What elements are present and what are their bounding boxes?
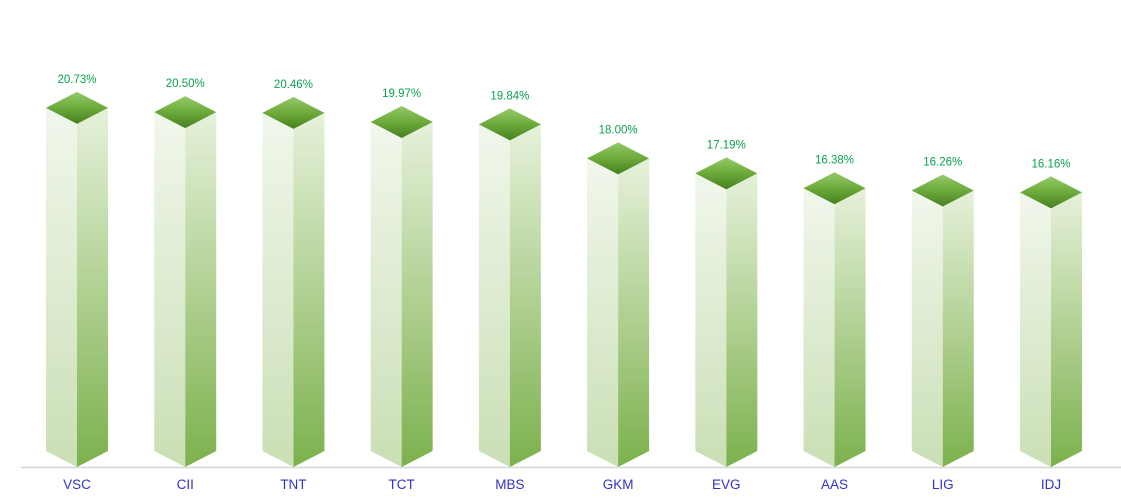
value-label: 16.26% [923,157,962,169]
bar-top-face [262,96,325,129]
bar-right-face [618,158,650,468]
bar-top-face [587,142,650,175]
bar-top-face [911,174,974,207]
category-label: VSC [63,477,91,492]
bar-column: 16.26% LIG [911,157,974,492]
bar-left-face [803,188,835,467]
bar-column: 16.16% IDJ [1019,158,1082,492]
bar-column: 17.19% EVG [695,139,758,492]
bar-top-face [803,172,866,205]
bar-left-face [154,112,186,467]
bar-left-face [370,121,402,467]
category-label: GKM [603,477,634,492]
bar-column: 16.38% AAS [803,154,866,492]
bar-column: 20.73% VSC [46,74,108,492]
value-label: 17.19% [707,139,746,151]
category-label: TNT [280,477,306,492]
value-label: 20.73% [57,74,96,86]
bar-left-face [262,112,294,467]
bar-right-face [1050,192,1082,467]
value-label: 20.46% [274,79,313,91]
value-label: 18.00% [599,124,638,136]
category-label: TCT [389,477,415,492]
bar-right-face [834,188,866,467]
bar-right-face [942,190,974,467]
bar-column: 20.50% CII [154,78,217,492]
bar-top-face [695,157,758,190]
bar-right-face [726,173,758,467]
category-label: CII [177,477,194,492]
bar-top-face [370,105,433,138]
bar-left-face [478,124,510,467]
bar-left-face [695,173,727,467]
bar-top-face [154,96,217,129]
bar-column: 18.00% GKM [587,124,650,492]
bar-right-face [293,112,325,467]
value-label: 16.16% [1031,158,1070,170]
bar-left-face [46,107,77,467]
value-label: 19.97% [382,88,421,100]
bar-right-face [401,121,433,467]
category-label: AAS [821,477,848,492]
bar-left-face [911,190,943,467]
value-label: 20.50% [166,78,205,90]
bar-left-face [1019,192,1051,467]
bar-left-face [587,158,619,468]
bar-right-face [185,112,217,467]
bar-column: 19.84% MBS [478,90,541,492]
bar-top-face [46,91,108,124]
bar-right-face [509,124,541,467]
value-label: 16.38% [815,154,854,166]
bar-top-face [478,108,541,141]
bar-top-face [1019,176,1082,209]
category-label: LIG [932,477,954,492]
category-label: EVG [712,477,741,492]
bar-right-face [77,107,108,467]
value-label: 19.84% [490,90,529,102]
bar-column: 19.97% TCT [370,88,433,492]
bar-column: 20.46% TNT [262,79,325,492]
category-label: IDJ [1041,477,1061,492]
category-label: MBS [495,477,524,492]
